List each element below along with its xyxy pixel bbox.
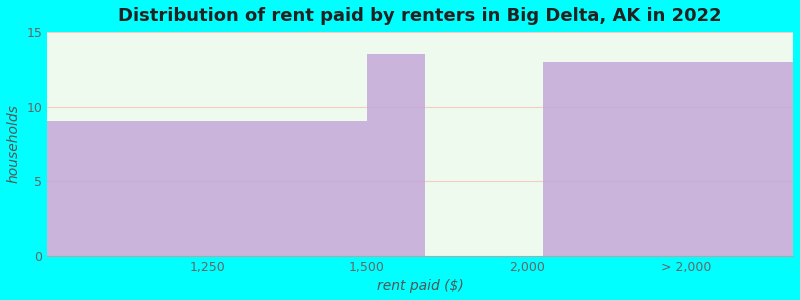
Y-axis label: households: households [7, 104, 21, 183]
Bar [542, 62, 793, 256]
X-axis label: rent paid ($): rent paid ($) [377, 279, 463, 293]
Title: Distribution of rent paid by renters in Big Delta, AK in 2022: Distribution of rent paid by renters in … [118, 7, 722, 25]
Bar [47, 122, 367, 256]
Bar [367, 54, 426, 256]
